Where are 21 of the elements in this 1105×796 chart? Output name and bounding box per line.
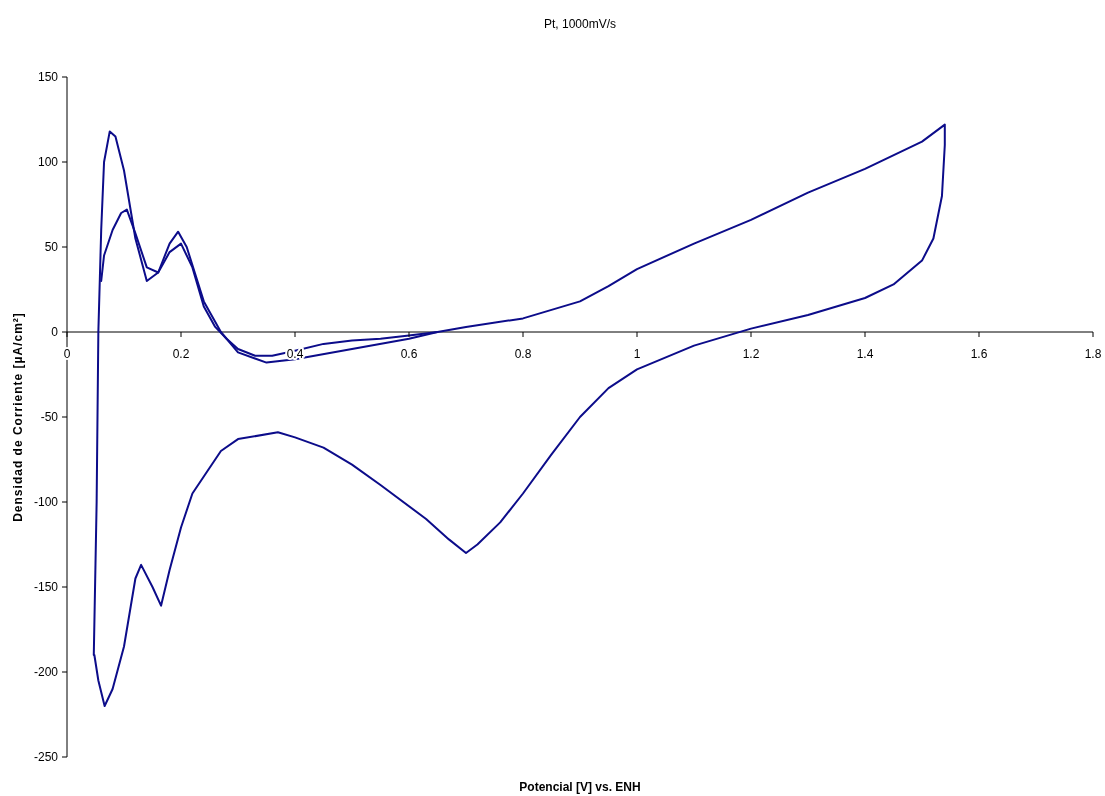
y-tick-label: -250: [33, 750, 59, 764]
y-tick-label: 150: [37, 70, 59, 84]
x-tick-label: 1.8: [1084, 347, 1102, 361]
x-tick-label: 1.6: [970, 347, 988, 361]
x-tick-label: 1.2: [742, 347, 760, 361]
x-tick-label: 0: [63, 347, 71, 361]
y-tick-label: -50: [40, 410, 59, 424]
chart-title: Pt, 1000mV/s: [543, 17, 617, 31]
y-tick-label: 50: [44, 240, 59, 254]
y-tick-label: 0: [51, 325, 59, 339]
y-axis-title: Densidad de Corriente [µA/cm²]: [11, 312, 25, 522]
x-axis-title: Potencial [V] vs. ENH: [519, 780, 641, 794]
y-tick-label: 100: [37, 155, 59, 169]
y-tick-label: -200: [33, 665, 59, 679]
x-tick-label: 0.2: [172, 347, 190, 361]
x-tick-label: 0.6: [400, 347, 418, 361]
x-tick-label: 1.4: [856, 347, 874, 361]
y-tick-label: -150: [33, 580, 59, 594]
x-tick-label: 0.8: [514, 347, 532, 361]
x-tick-label: 1: [633, 347, 641, 361]
y-tick-label: -100: [33, 495, 59, 509]
